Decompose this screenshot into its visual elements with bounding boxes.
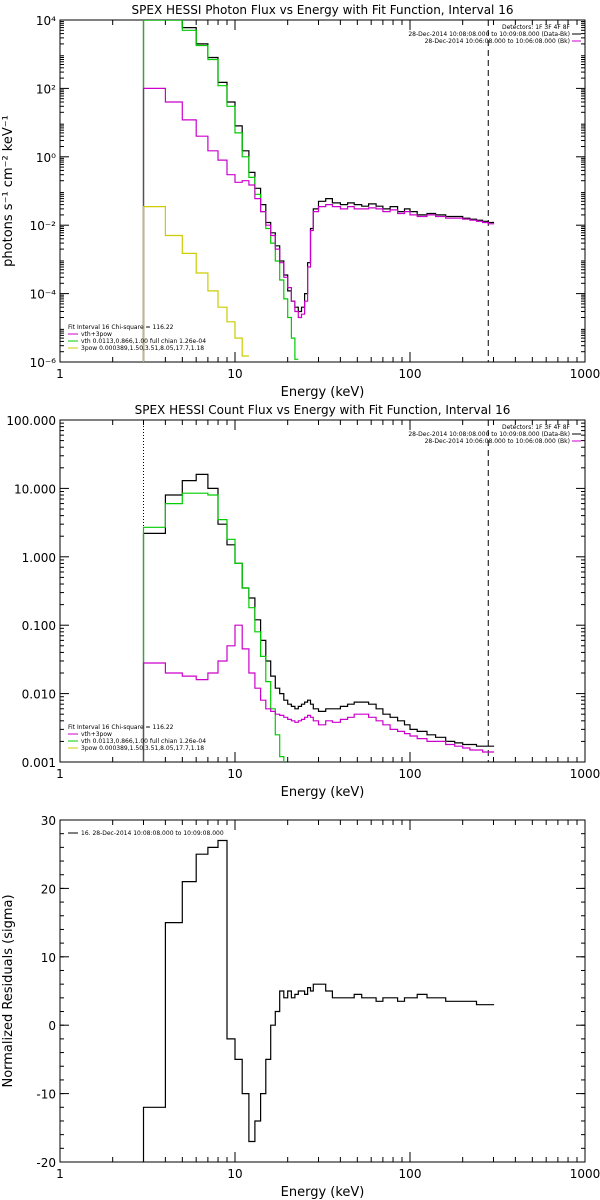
x-tick-label: 100 (399, 767, 422, 781)
x-tick-label: 100 (399, 1167, 422, 1181)
y-tick-label: 0.001 (22, 756, 56, 770)
x-axis-label: Energy (keV) (281, 785, 365, 800)
y-tick-label: 10⁰ (36, 151, 56, 165)
y-tick-label: 0 (48, 1019, 56, 1033)
x-tick-label: 1000 (570, 1167, 600, 1181)
legend-label: vth+3pow (81, 331, 112, 338)
series-line-2 (142, 87, 495, 362)
x-tick-label: 1000 (570, 767, 600, 781)
x-tick-label: 1000 (570, 367, 600, 381)
y-tick-label: 100.000 (6, 414, 56, 428)
series-line-3 (142, 206, 249, 362)
series-line-0 (142, 20, 495, 362)
photon-flux-panel: SPEX HESSI Photon Flux vs Energy with Fi… (1, 3, 600, 400)
y-axis-label: photons s⁻¹ cm⁻² keV⁻¹ (1, 115, 16, 267)
y-axis-label: Normalized Residuals (sigma) (1, 894, 16, 1087)
info-line: 28-Dec-2014 10:06:08.000 to 10:06:08.000… (425, 38, 570, 45)
y-tick-label: 20 (41, 882, 56, 896)
info-line: Detectors: 1F 3F 4F 8F (502, 24, 571, 31)
plot-area (142, 420, 495, 762)
y-tick-label: -20 (36, 1156, 56, 1170)
legend-label: 3pow 0.000389,1.50,3.51,8.05,17.7,1.18 (81, 345, 204, 352)
legend-label: 3pow 0.000389,1.50,3.51,8.05,17.7,1.18 (81, 745, 204, 752)
y-tick-label: 10⁻² (30, 219, 57, 233)
plot-frame (59, 419, 586, 763)
x-tick-label: 10 (227, 367, 242, 381)
x-tick-label: 100 (399, 367, 422, 381)
info-line: 28-Dec-2014 10:08:08.000 to 10:09:08.000… (408, 431, 570, 438)
info-line: Detectors: 1F 3F 4F 8F (502, 424, 571, 431)
plot-area (142, 20, 495, 362)
legend-label: vth 0.0113,0.866,1.00 full chian 1.26e-0… (81, 338, 206, 345)
series-line-2 (142, 624, 495, 762)
x-tick-label: 1 (56, 367, 64, 381)
y-tick-label: 10.000 (14, 482, 56, 496)
y-tick-label: 10² (36, 82, 56, 96)
y-tick-label: 10⁻⁶ (30, 356, 57, 370)
plot-frame (59, 819, 586, 1163)
x-tick-label: 1 (56, 1167, 64, 1181)
x-tick-label: 1 (56, 767, 64, 781)
count-flux-panel: SPEX HESSI Count Flux vs Energy with Fit… (6, 403, 600, 800)
y-tick-label: 0.010 (22, 688, 56, 702)
x-axis-label: Energy (keV) (281, 385, 365, 400)
fit-info: Fit Interval 16 Chi-square = 116.22 (68, 724, 174, 731)
chart-title: SPEX HESSI Photon Flux vs Energy with Fi… (132, 3, 514, 17)
legend-label: 16. 28-Dec-2014 10:08:08.000 to 10:09:08… (81, 830, 224, 837)
y-tick-label: 1.000 (22, 551, 56, 565)
y-tick-label: 30 (41, 814, 56, 828)
legend-label: vth+3pow (81, 731, 112, 738)
x-axis-label: Energy (keV) (281, 1185, 365, 1200)
y-tick-label: -10 (36, 1088, 56, 1102)
x-tick-label: 10 (227, 1167, 242, 1181)
fit-info: Fit Interval 16 Chi-square = 116.22 (68, 324, 174, 331)
plot-area (142, 839, 495, 1162)
x-tick-label: 10 (227, 767, 242, 781)
chart-title: SPEX HESSI Count Flux vs Energy with Fit… (135, 403, 511, 417)
plot-frame (59, 19, 586, 363)
info-line: 28-Dec-2014 10:06:08.000 to 10:06:08.000… (425, 438, 570, 445)
y-tick-label: 10⁻⁴ (30, 288, 57, 302)
info-line: 28-Dec-2014 10:08:08.000 to 10:09:08.000… (408, 31, 570, 38)
series-line-0 (142, 839, 495, 1162)
series-line-1 (142, 20, 299, 362)
y-tick-label: 10⁴ (36, 14, 56, 28)
y-tick-label: 0.100 (22, 619, 56, 633)
legend-label: vth 0.0113,0.866,1.00 full chian 1.26e-0… (81, 738, 206, 745)
series-line-1 (142, 492, 285, 762)
y-tick-label: 10 (41, 951, 56, 965)
